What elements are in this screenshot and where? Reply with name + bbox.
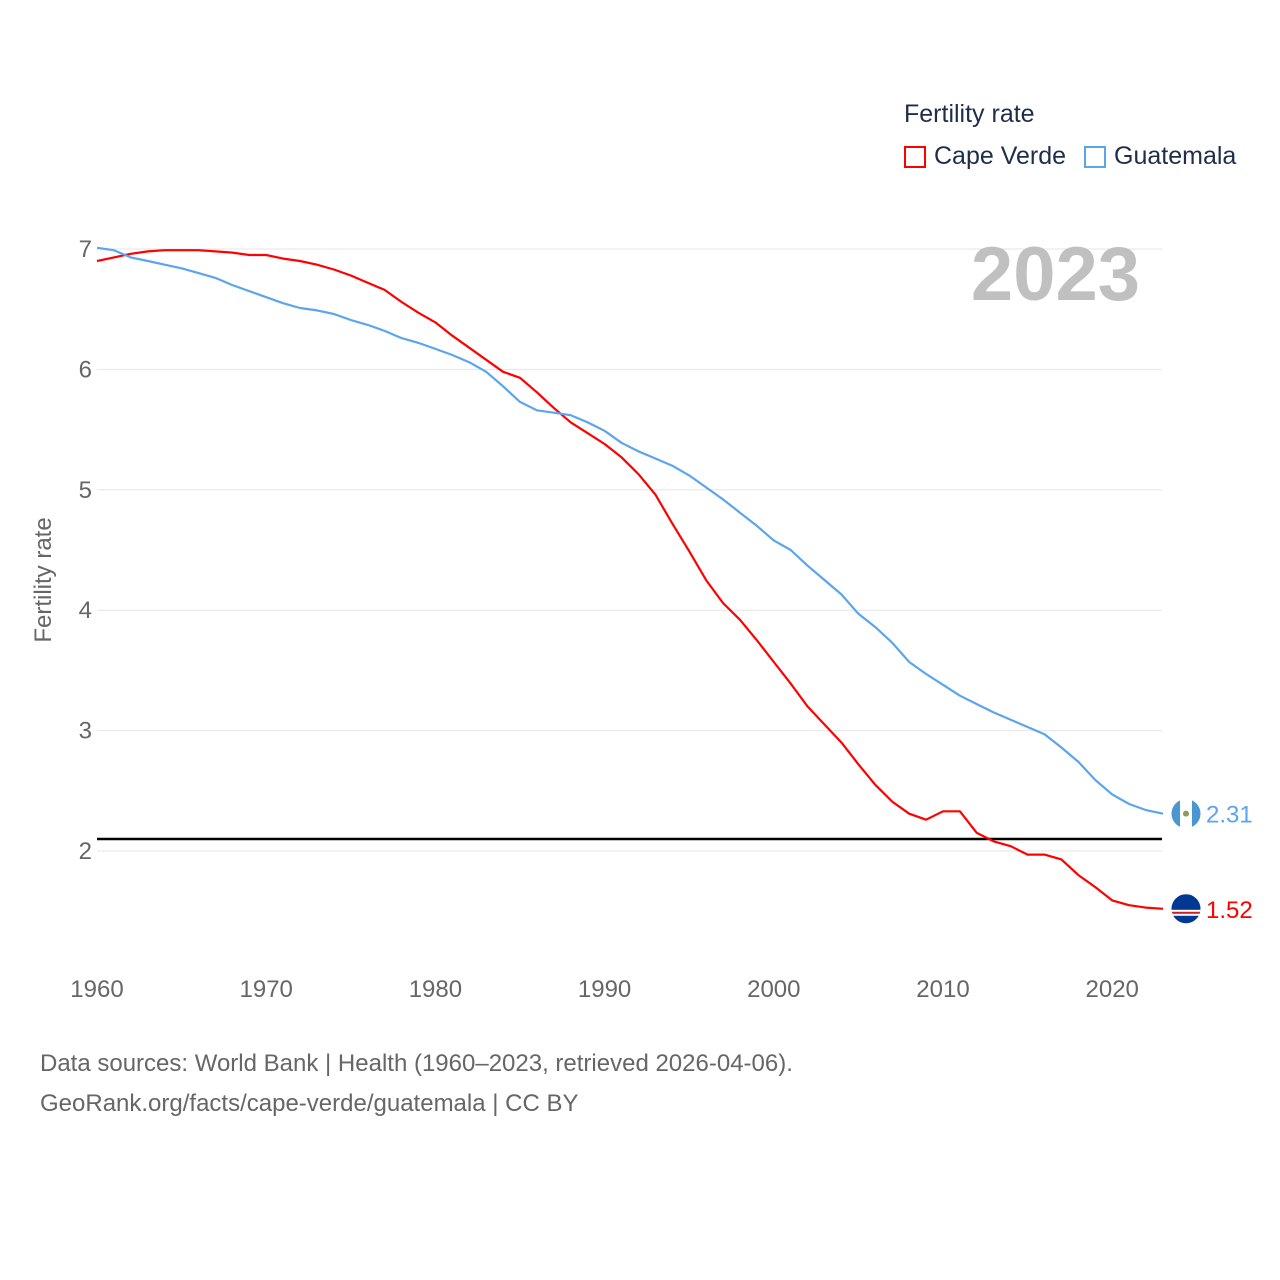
flag-cape-verde-icon [1170,893,1202,925]
x-tick-label: 1960 [70,976,123,1003]
y-tick-label: 7 [79,236,92,263]
x-tick-label: 1980 [409,976,462,1003]
x-tick-label: 2000 [747,976,800,1003]
flag-emblem [1183,810,1189,817]
series-line-cape-verde [96,249,1164,910]
legend-label: Cape Verde [934,142,1067,170]
flag-border [1170,798,1202,830]
y-tick-label: 5 [79,477,92,504]
legend-swatch-cape-verde [904,145,926,168]
source-line-2[interactable]: GeoRank.org/facts/cape-verde/guatemala |… [40,1090,579,1117]
legend-swatch-guatemala [1084,145,1107,168]
legend-item-guatemala[interactable]: Guatemala [1084,142,1236,171]
legend-item-cape-verde[interactable]: Cape Verde [904,142,1066,171]
y-axis-label: Fertility rate [30,517,57,642]
flag-field [1171,893,1201,924]
flag-stripe [1171,911,1201,914]
source-note: Data sources: World Bank | Health (1960–… [40,1044,793,1124]
legend-title: Fertility rate [904,100,1035,128]
x-tick-label: 1990 [578,976,631,1003]
legend-label: Guatemala [1114,142,1237,170]
source-line-1: Data sources: World Bank | Health (1960–… [40,1050,793,1077]
y-tick-label: 2 [79,838,92,865]
end-value-label: 2.31 [1206,802,1253,829]
y-tick-label: 4 [79,597,92,624]
legend: Cape Verde Guatemala [904,142,1254,171]
flag-guatemala-icon [1170,798,1202,830]
flag-border [1170,893,1202,925]
x-tick-label: 2010 [916,976,969,1003]
year-label: 2023 [971,232,1140,317]
y-tick-label: 6 [79,356,92,383]
series-line-guatemala [96,246,1164,815]
y-tick-label: 3 [79,718,92,745]
end-value-label: 1.52 [1206,897,1253,924]
x-tick-label: 2020 [1086,976,1139,1003]
x-tick-label: 1970 [240,976,293,1003]
